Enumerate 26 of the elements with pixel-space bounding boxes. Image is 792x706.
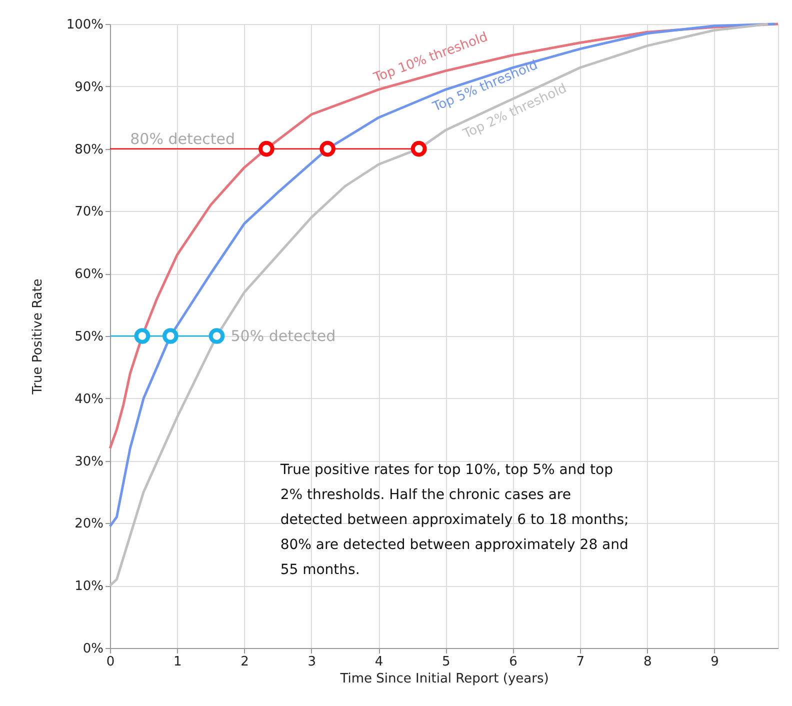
x-tick-label: 0: [106, 654, 115, 670]
y-tick-label: 90%: [74, 80, 104, 95]
x-axis-title: Time Since Initial Report (years): [339, 672, 549, 686]
x-tick-label: 4: [374, 654, 384, 670]
y-tick-label: 50%: [74, 330, 104, 344]
x-tick-label: 3: [308, 654, 316, 670]
ref-line-label: 50% detected: [230, 327, 336, 345]
y-tick-label: 70%: [74, 204, 104, 220]
x-tick-label: 9: [710, 654, 719, 670]
y-tick-label: 0%: [82, 642, 104, 656]
x-tick-label: 5: [442, 654, 450, 670]
y-tick-label: 80%: [74, 142, 104, 158]
y-tick-label: 10%: [74, 579, 104, 594]
x-tick-label: 7: [576, 654, 585, 670]
annotation: True positive rates for top 10%, top 5% and top 2% thresholds. Half the chronic cases are detected between approximately 6 to 18 months; 80% are detected between approximately 28 and 55 months.: [279, 462, 629, 578]
x-tick-label: 8: [643, 654, 652, 670]
x-tick-label: 1: [173, 654, 182, 670]
y-tick-label: 40%: [74, 392, 104, 407]
ref-line-label: 80% detected: [130, 130, 235, 148]
y-tick-label: 20%: [74, 516, 104, 532]
x-tick-label: 6: [509, 654, 518, 670]
y-tick-label: 30%: [74, 454, 104, 470]
x-tick-label: 2: [240, 654, 249, 670]
y-tick-label: 100%: [66, 18, 104, 32]
y-tick-label: 60%: [74, 267, 104, 282]
y-axis-title: True Positive Rate: [30, 278, 46, 396]
